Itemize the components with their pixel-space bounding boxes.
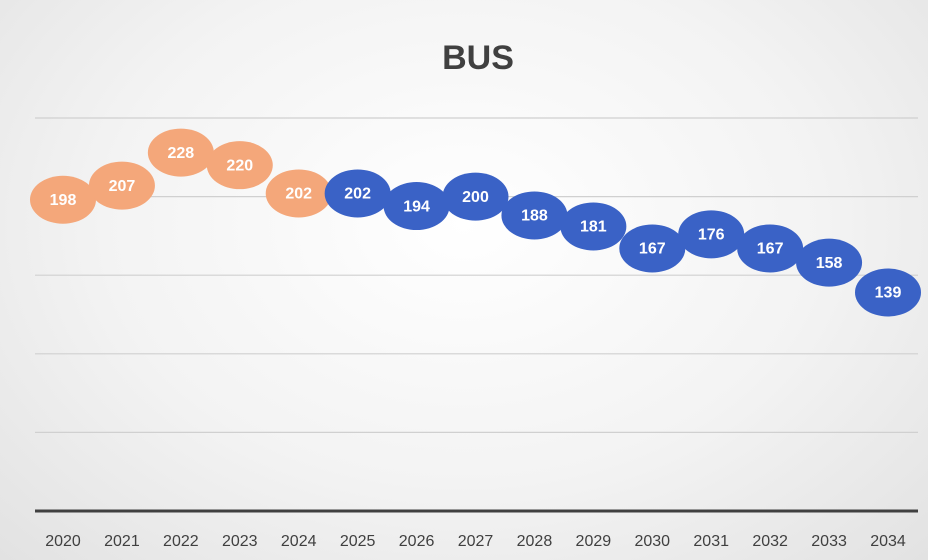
x-tick-label: 2026 [399,533,435,550]
marker [501,191,568,240]
data-label: 139 [875,285,902,302]
x-tick-label: 2033 [811,533,847,550]
data-label: 158 [816,255,843,272]
x-tick-label: 2022 [163,533,199,550]
marker [265,169,332,218]
x-tick-label: 2029 [576,533,612,550]
marker [383,182,450,231]
x-tick-label: 2025 [340,533,376,550]
data-label: 220 [226,157,253,174]
x-tick-label: 2028 [517,533,553,550]
data-label: 194 [403,198,430,215]
data-label: 200 [462,189,489,206]
marker [206,141,273,190]
chart-title: BUS [442,39,514,77]
marker [619,224,686,273]
data-label: 188 [521,208,548,225]
data-label: 207 [109,178,136,195]
x-tick-label: 2030 [634,533,670,550]
marker [88,161,155,210]
marker [855,268,921,317]
x-tick-label: 2027 [458,533,494,550]
x-tick-label: 2023 [222,533,258,550]
marker [147,128,214,177]
marker [737,224,804,273]
x-tick-label: 2024 [281,533,317,550]
x-tick-label: 2034 [870,533,906,550]
marker [560,202,627,251]
x-tick-label: 2032 [752,533,788,550]
marker [442,172,509,221]
data-label: 202 [344,186,371,203]
data-label: 176 [698,227,725,244]
marker [678,210,745,259]
x-tick-label: 2021 [104,533,140,550]
x-tick-label: 2031 [693,533,729,550]
marker [30,175,96,224]
data-label: 198 [50,192,77,209]
data-label: 167 [757,241,784,258]
marker [796,238,863,287]
data-label: 181 [580,219,607,236]
x-tick-label: 2020 [45,533,81,550]
data-label: 167 [639,241,666,258]
marker [324,169,391,218]
data-label: 228 [168,145,195,162]
data-label: 202 [285,186,312,203]
